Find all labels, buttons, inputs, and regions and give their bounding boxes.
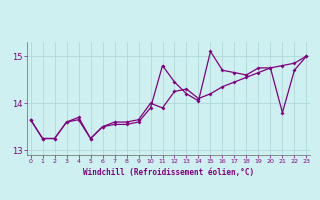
X-axis label: Windchill (Refroidissement éolien,°C): Windchill (Refroidissement éolien,°C) — [83, 168, 254, 177]
